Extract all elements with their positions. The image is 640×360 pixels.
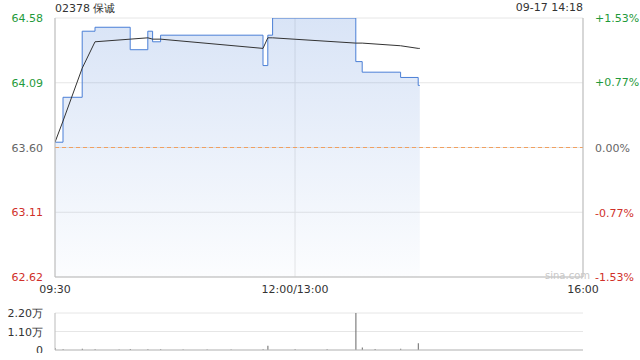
svg-text:0: 0 (36, 344, 43, 353)
html-text:sina.com: sina.com (545, 270, 590, 281)
svg-text:12:00/13:00: 12:00/13:00 (261, 283, 328, 296)
svg-text:+0.77%: +0.77% (595, 76, 632, 89)
svg-text:0.00%: 0.00% (595, 142, 630, 155)
svg-text:2.20万: 2.20万 (8, 307, 43, 320)
svg-text:09:30: 09:30 (39, 283, 71, 296)
svg-text:-0.77%: -0.77% (595, 207, 632, 220)
svg-text:-1.53%: -1.53% (595, 271, 632, 284)
html-text:09-17 14:18: 09-17 14:18 (515, 1, 583, 14)
html-text:02378 保诚: 02378 保诚 (55, 2, 116, 15)
svg-text:64.58: 64.58 (12, 12, 44, 25)
svg-text:62.62: 62.62 (12, 271, 44, 284)
svg-text:63.60: 63.60 (12, 142, 44, 155)
svg-text:64.09: 64.09 (12, 77, 44, 90)
svg-text:1.10万: 1.10万 (8, 326, 43, 339)
svg-text:63.11: 63.11 (12, 206, 44, 219)
svg-text:+1.53%: +1.53% (595, 12, 632, 25)
svg-text:16:00: 16:00 (567, 283, 599, 296)
